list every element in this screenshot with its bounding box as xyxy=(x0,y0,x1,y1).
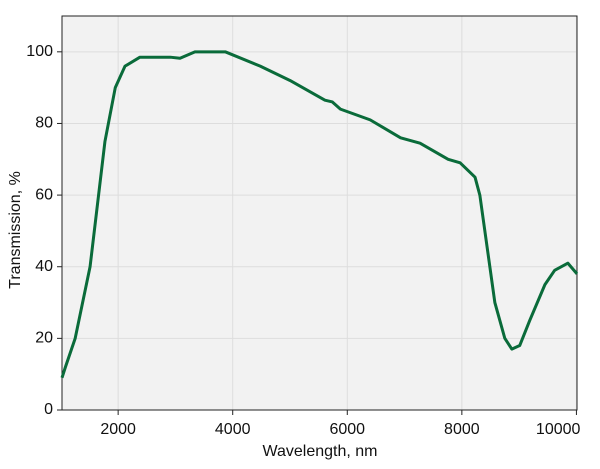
x-tick-label: 6000 xyxy=(329,421,365,438)
x-tick-label: 10000 xyxy=(536,421,581,438)
x-tick-label: 4000 xyxy=(215,421,251,438)
y-tick-label: 80 xyxy=(35,115,53,132)
x-tick-label: 8000 xyxy=(444,421,480,438)
y-tick-label: 40 xyxy=(35,258,53,275)
y-tick-label: 20 xyxy=(35,330,53,347)
y-axis-label: Transmission, % xyxy=(7,171,24,289)
y-tick-label: 60 xyxy=(35,186,53,203)
plot-area xyxy=(61,15,578,411)
x-axis-label: Wavelength, nm xyxy=(262,443,377,460)
x-tick-label: 2000 xyxy=(100,421,136,438)
y-tick-label: 0 xyxy=(44,401,53,418)
y-tick-label: 100 xyxy=(26,43,53,60)
data-line xyxy=(60,50,579,379)
plot-area xyxy=(61,15,578,411)
